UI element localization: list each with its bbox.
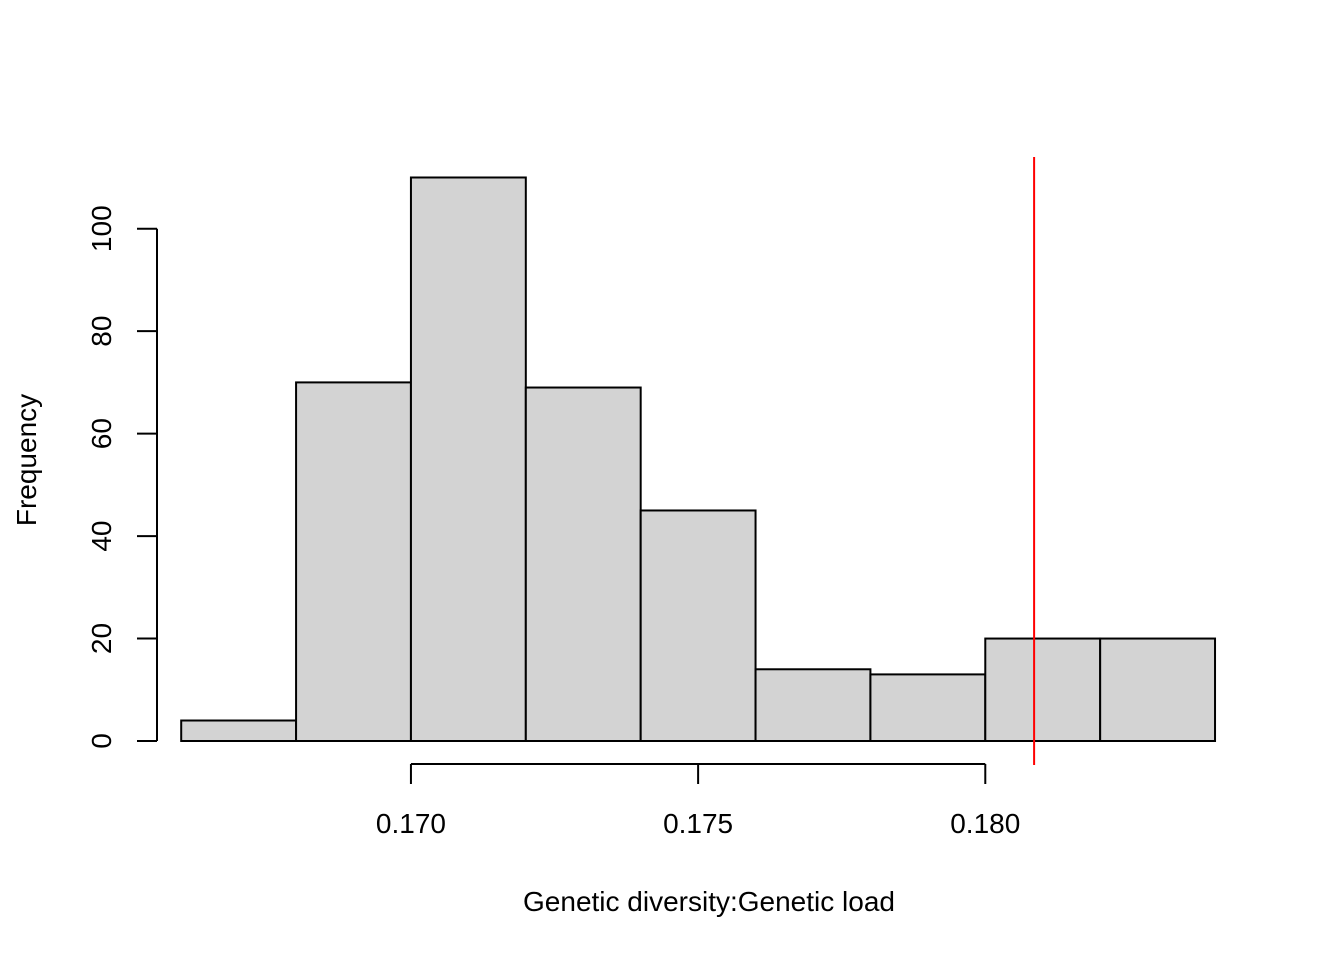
histogram-bar-7 [984, 637, 1102, 743]
histogram-bars [180, 176, 1217, 743]
histogram-bar-1 [295, 381, 412, 742]
y-tick-label-4: 80 [86, 316, 117, 347]
y-axis: 0 20 40 60 80 100 [86, 205, 158, 749]
histogram-bar-5 [754, 668, 872, 742]
y-tick-label-3: 60 [86, 418, 117, 449]
x-axis: 0.170 0.175 0.180 [376, 763, 1020, 839]
histogram-bar-2 [409, 176, 527, 743]
x-tick-label-2: 0.180 [950, 808, 1020, 839]
histogram-bar-0 [180, 719, 298, 743]
y-tick-label-5: 100 [86, 205, 117, 252]
y-tick-label-2: 40 [86, 521, 117, 552]
histogram-bar-4 [639, 509, 757, 743]
y-axis-title: Frequency [11, 394, 42, 526]
y-tick-label-0: 0 [86, 733, 117, 749]
histogram-bar-8 [1099, 637, 1217, 743]
histogram-bar-6 [869, 673, 987, 742]
x-tick-label-0: 0.170 [376, 808, 446, 839]
y-tick-label-1: 20 [86, 623, 117, 654]
x-tick-label-1: 0.175 [663, 808, 733, 839]
x-axis-title: Genetic diversity:Genetic load [523, 886, 895, 917]
histogram-bar-3 [524, 386, 642, 742]
